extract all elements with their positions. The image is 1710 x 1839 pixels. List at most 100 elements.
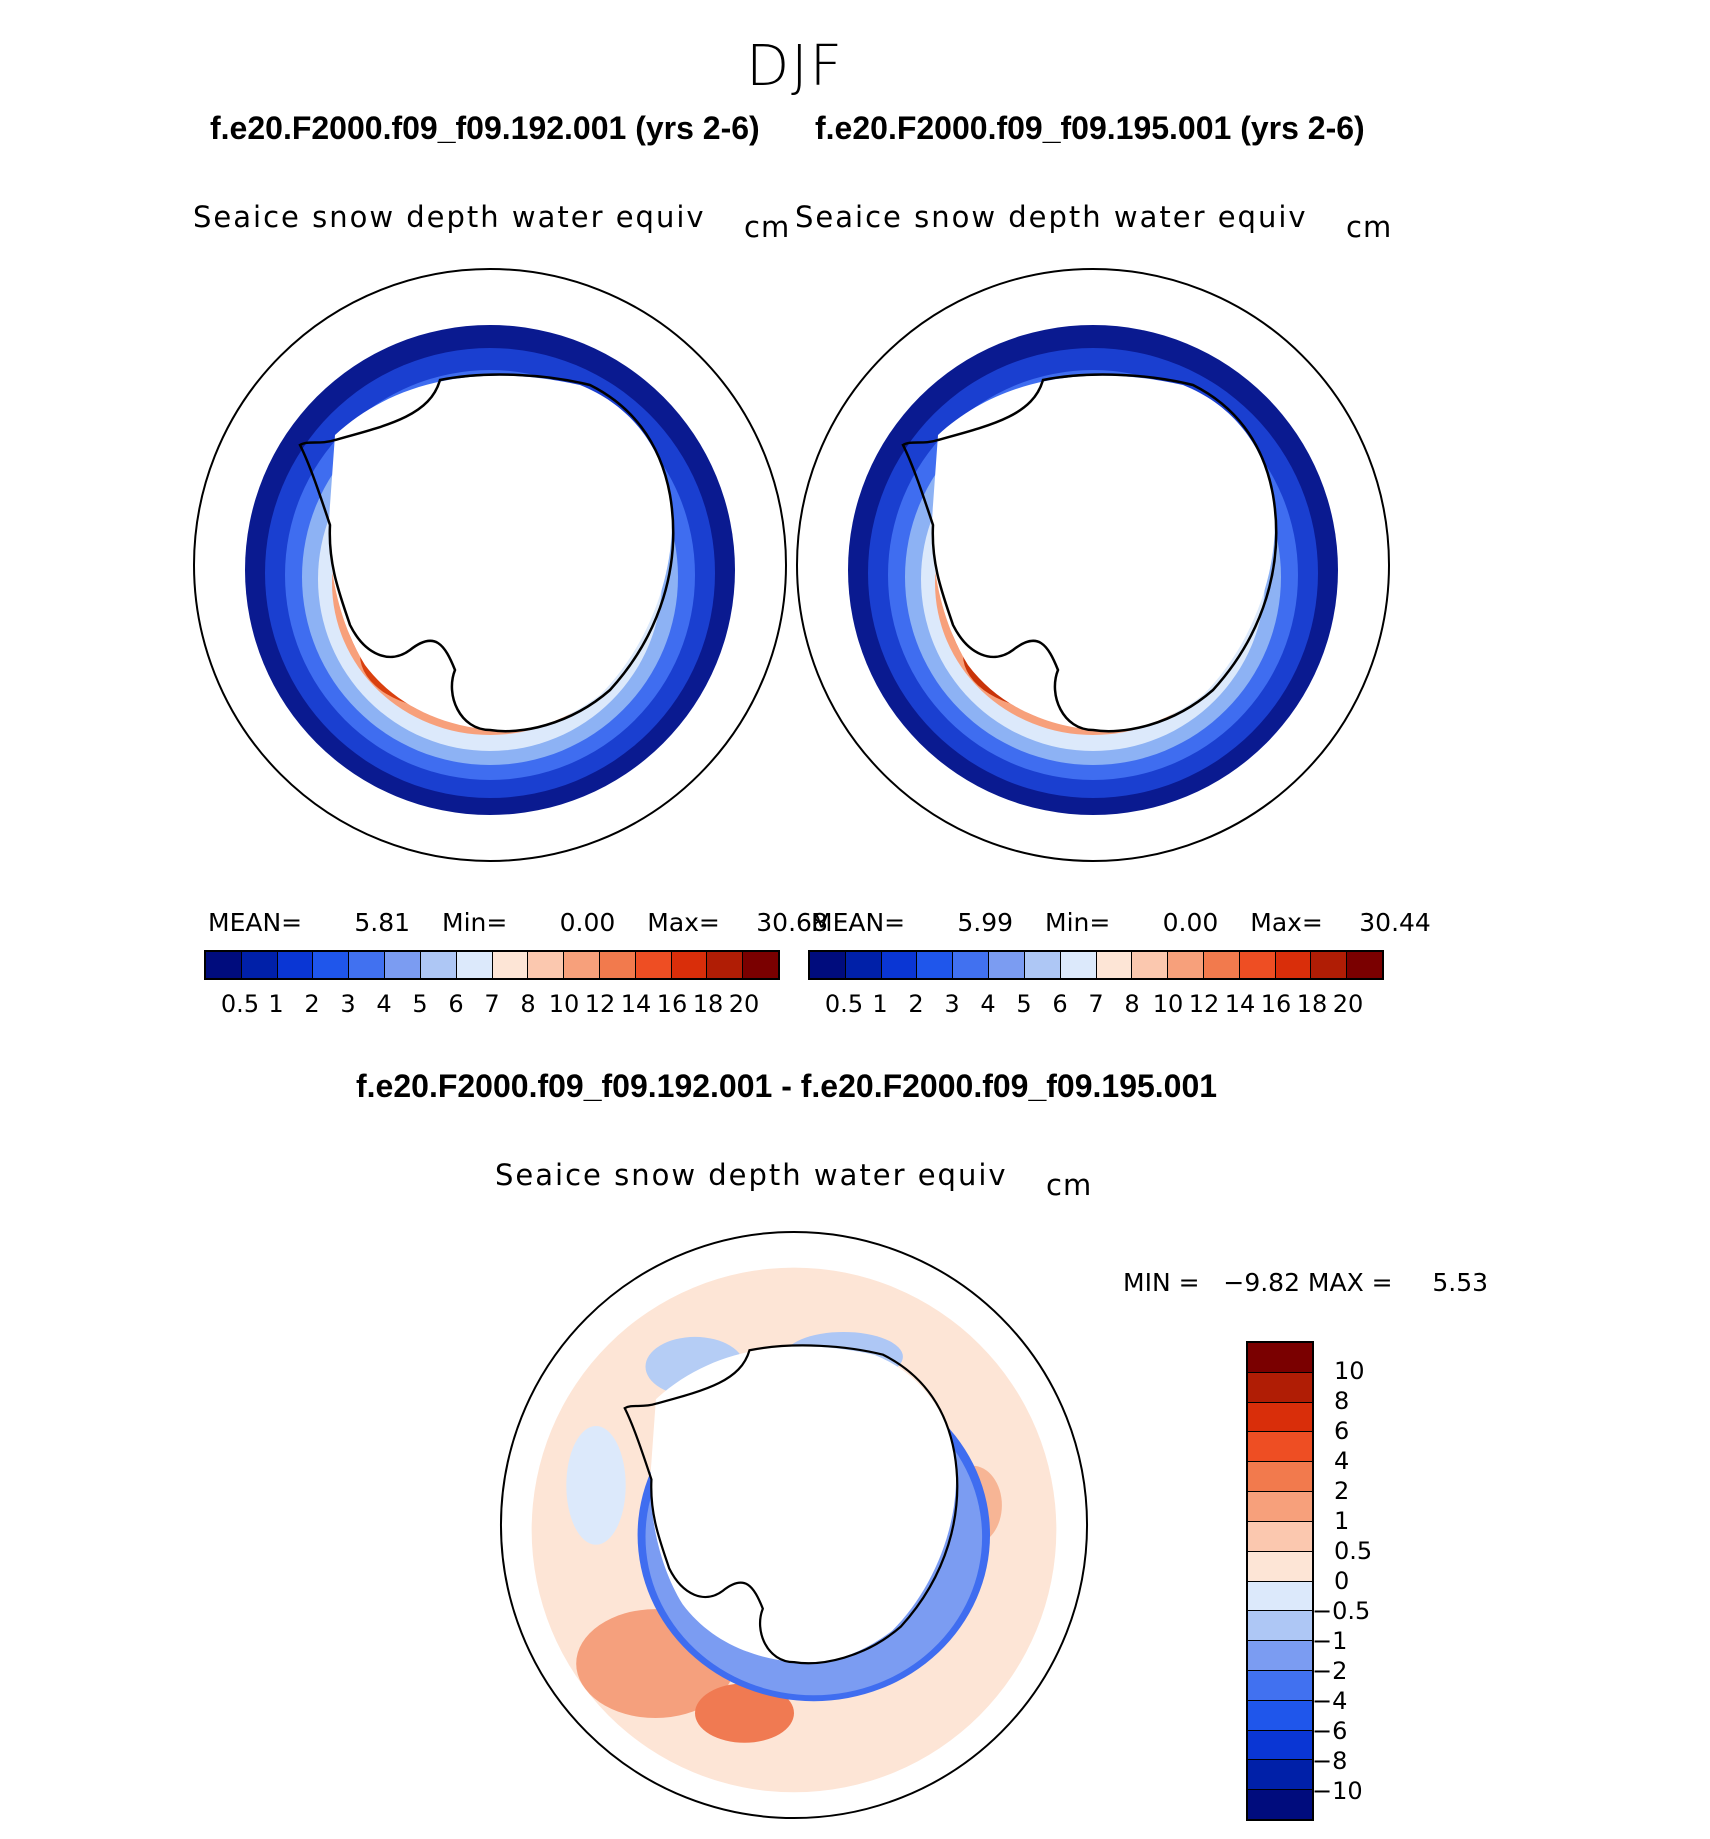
diff-variable-title: Seaice snow depth water equiv	[495, 1158, 1008, 1192]
colorbar-tick-label: 0.5	[220, 990, 260, 1018]
mean-value: 5.81	[354, 908, 411, 937]
colorbar-tick-label: 2	[1334, 1477, 1350, 1505]
colorbar-swatch	[1248, 1730, 1312, 1761]
colorbar-swatch	[1248, 1760, 1312, 1791]
map-boundary-left	[193, 268, 787, 862]
colorbar-tick-label: 5	[412, 990, 428, 1018]
units-left: cm	[744, 210, 791, 244]
colorbar-swatch	[349, 952, 386, 978]
colorbar-swatch	[953, 952, 990, 978]
colorbar-swatch	[1239, 952, 1276, 978]
colorbar-tick-label: 4	[1334, 1447, 1350, 1475]
colorbar-tick-label: 1	[1334, 1507, 1350, 1535]
diff-minmax: MIN = −9.82 MAX = 5.53	[1123, 1268, 1489, 1297]
colorbar-tick-label: −4	[1312, 1687, 1348, 1715]
colorbar-swatch	[989, 952, 1025, 978]
colorbar-labels-diff: 10 8 6 4 2 1 0.5 0 −0.5 −1 −2 −4 −6 −8 −10	[1312, 1341, 1410, 1821]
colorbar-tick-label: 3	[944, 990, 960, 1018]
colorbar-swatch	[420, 952, 457, 978]
colorbar-swatch	[743, 952, 778, 978]
colorbar-tick-label: 7	[484, 990, 500, 1018]
colorbar-tick-label: 4	[376, 990, 392, 1018]
colorbar-left	[204, 950, 780, 980]
colorbar-swatch	[1248, 1611, 1312, 1642]
colorbar-tick-label: 4	[980, 990, 996, 1018]
colorbar-swatch	[241, 952, 278, 978]
colorbar-swatch	[671, 952, 708, 978]
colorbar-labels-right: 0.5 1 2 3 4 5 6 7 8 10 12 14 16 18 20	[808, 990, 1384, 1020]
colorbar-tick-label: −10	[1312, 1777, 1363, 1805]
colorbar-tick-label: 12	[1188, 990, 1220, 1018]
min-value: 0.00	[1162, 908, 1219, 937]
colorbar-tick-label: 12	[584, 990, 616, 1018]
coastline-diff	[623, 1344, 959, 1665]
colorbar-swatch	[1168, 952, 1204, 978]
colorbar-swatch	[599, 952, 636, 978]
colorbar-swatch	[456, 952, 493, 978]
colorbar-tick-label: −6	[1312, 1717, 1348, 1745]
colorbar-tick-label: 7	[1088, 990, 1104, 1018]
colorbar-swatch	[1248, 1551, 1312, 1582]
colorbar-swatch	[1203, 952, 1240, 978]
colorbar-swatch	[1248, 1790, 1312, 1819]
snow-depth-field-right	[848, 325, 1338, 815]
snow-depth-field-left	[245, 325, 735, 815]
colorbar-tick-label: 20	[728, 990, 760, 1018]
colorbar-swatch	[313, 952, 350, 978]
stats-left: MEAN= 5.81 Min= 0.00 Max= 30.68	[208, 908, 828, 937]
colorbar-swatch	[1248, 1641, 1312, 1671]
units-right: cm	[1346, 210, 1393, 244]
colorbar-swatch	[1248, 1700, 1312, 1731]
colorbar-tick-label: 10	[548, 990, 580, 1018]
map-boundary-diff	[499, 1230, 1089, 1820]
colorbar-tick-label: 6	[1334, 1417, 1350, 1445]
variable-title-left: Seaice snow depth water equiv	[193, 200, 706, 234]
colorbar-swatch	[1132, 952, 1169, 978]
colorbar-swatch	[1248, 1402, 1312, 1433]
max-label: Max=	[1250, 908, 1323, 937]
colorbar-swatch	[1347, 952, 1382, 978]
colorbar-swatch	[1248, 1343, 1312, 1373]
colorbar-tick-label: 6	[1052, 990, 1068, 1018]
difference-field	[531, 1267, 1057, 1793]
colorbar-swatch	[707, 952, 744, 978]
map-boundary-right	[796, 268, 1390, 862]
mean-label: MEAN=	[208, 908, 303, 937]
case-title-left: f.e20.F2000.f09_f09.192.001 (yrs 2-6)	[210, 110, 760, 146]
colorbar-swatch	[881, 952, 918, 978]
colorbar-swatch	[1248, 1492, 1312, 1522]
colorbar-tick-label: 10	[1334, 1357, 1365, 1385]
colorbar-tick-label: 8	[1334, 1387, 1350, 1415]
colorbar-swatch	[845, 952, 882, 978]
colorbar-swatch	[1248, 1432, 1312, 1463]
stats-right: MEAN= 5.99 Min= 0.00 Max= 30.44	[811, 908, 1431, 937]
mean-label: MEAN=	[811, 908, 906, 937]
max-label: Max=	[647, 908, 720, 937]
colorbar-tick-label: −0.5	[1312, 1597, 1371, 1625]
map-panel-diff	[499, 1230, 1089, 1820]
colorbar-tick-label: −2	[1312, 1657, 1348, 1685]
diff-case-title: f.e20.F2000.f09_f09.192.001 - f.e20.F200…	[356, 1068, 1218, 1104]
colorbar-tick-label: 5	[1016, 990, 1032, 1018]
max-value: 30.44	[1359, 908, 1431, 937]
colorbar-tick-label: 1	[872, 990, 888, 1018]
colorbar-tick-label: 0	[1334, 1567, 1350, 1595]
colorbar-swatch	[1096, 952, 1133, 978]
colorbar-tick-label: 20	[1332, 990, 1364, 1018]
colorbar-tick-label: 2	[908, 990, 924, 1018]
colorbar-swatch	[1248, 1462, 1312, 1493]
colorbar-swatch	[917, 952, 954, 978]
colorbar-tick-label: 2	[304, 990, 320, 1018]
colorbar-swatch	[1275, 952, 1312, 978]
min-value: 0.00	[559, 908, 616, 937]
colorbar-labels-left: 0.5 1 2 3 4 5 6 7 8 10 12 14 16 18 20	[204, 990, 780, 1020]
colorbar-right	[808, 950, 1384, 980]
colorbar-swatch	[528, 952, 565, 978]
colorbar-swatch	[1248, 1581, 1312, 1612]
colorbar-tick-label: 8	[520, 990, 536, 1018]
case-title-right: f.e20.F2000.f09_f09.195.001 (yrs 2-6)	[815, 110, 1365, 146]
season-title: DJF	[746, 34, 844, 99]
colorbar-swatch	[635, 952, 672, 978]
colorbar-tick-label: 18	[1296, 990, 1328, 1018]
coastline-right	[901, 373, 1278, 733]
